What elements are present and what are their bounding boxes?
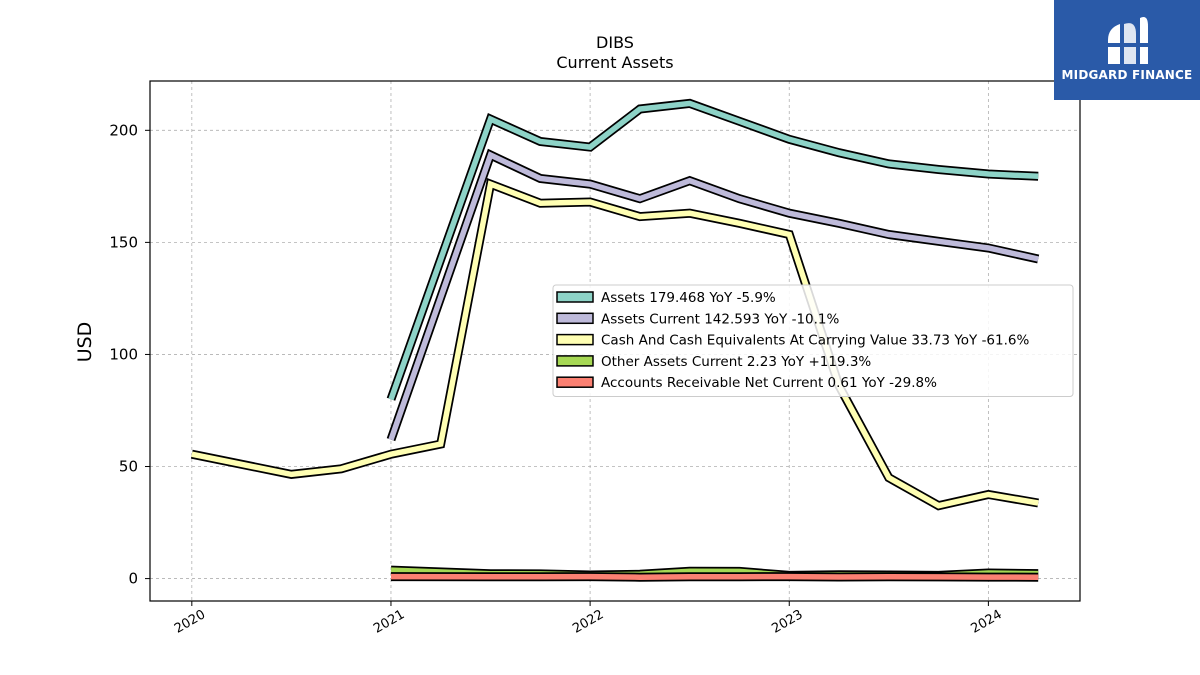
- brand-logo: MIDGARD FINANCE: [1054, 0, 1200, 100]
- y-axis-label: USD: [74, 322, 96, 363]
- y-tick-label: 0: [128, 570, 138, 588]
- legend-label: Assets 179.468 YoY -5.9%: [601, 290, 776, 306]
- chart-subtitle: Current Assets: [556, 53, 673, 72]
- series-line: [388, 151, 1039, 441]
- x-tick-label: 2022: [570, 607, 606, 637]
- series-line: [390, 573, 1039, 580]
- plot-frame: [149, 80, 1081, 602]
- y-tick-label: 200: [109, 121, 138, 139]
- legend-swatch: [556, 291, 594, 303]
- x-tick-label: 2021: [371, 607, 407, 637]
- series-line: [191, 180, 1039, 509]
- chart-title: DIBS: [596, 33, 634, 52]
- legend-swatch: [556, 355, 594, 367]
- x-tick-label: 2023: [769, 607, 805, 637]
- series-4: [390, 572, 1039, 582]
- legend-swatch: [556, 376, 594, 388]
- x-tick-label: 2024: [969, 607, 1005, 637]
- series-0: [386, 98, 1039, 401]
- legend-swatch: [556, 333, 594, 346]
- y-tick-label: 100: [109, 345, 138, 363]
- legend: Assets 179.468 YoY -5.9% Assets Current 1…: [552, 284, 1074, 397]
- legend-swatch: [556, 312, 594, 325]
- legend-label: Assets Current 142.593 YoY -10.1%: [601, 311, 840, 327]
- logo-mark-icon: [1106, 17, 1150, 64]
- brand-name: MIDGARD FINANCE: [1061, 68, 1193, 82]
- series-1: [386, 148, 1040, 442]
- legend-label: Accounts Receivable Net Current 0.61 YoY…: [601, 375, 937, 391]
- series-line: [388, 100, 1039, 401]
- series-2: [190, 177, 1039, 511]
- series-layer: [190, 98, 1040, 582]
- legend-label: Cash And Cash Equivalents At Carrying Va…: [601, 333, 1029, 349]
- legend-box: [552, 284, 1074, 397]
- legend-label: Other Assets Current 2.23 YoY +119.3%: [601, 354, 871, 370]
- y-tick-label: 150: [109, 233, 138, 251]
- y-tick-label: 50: [119, 458, 138, 476]
- x-tick-label: 2020: [172, 607, 208, 637]
